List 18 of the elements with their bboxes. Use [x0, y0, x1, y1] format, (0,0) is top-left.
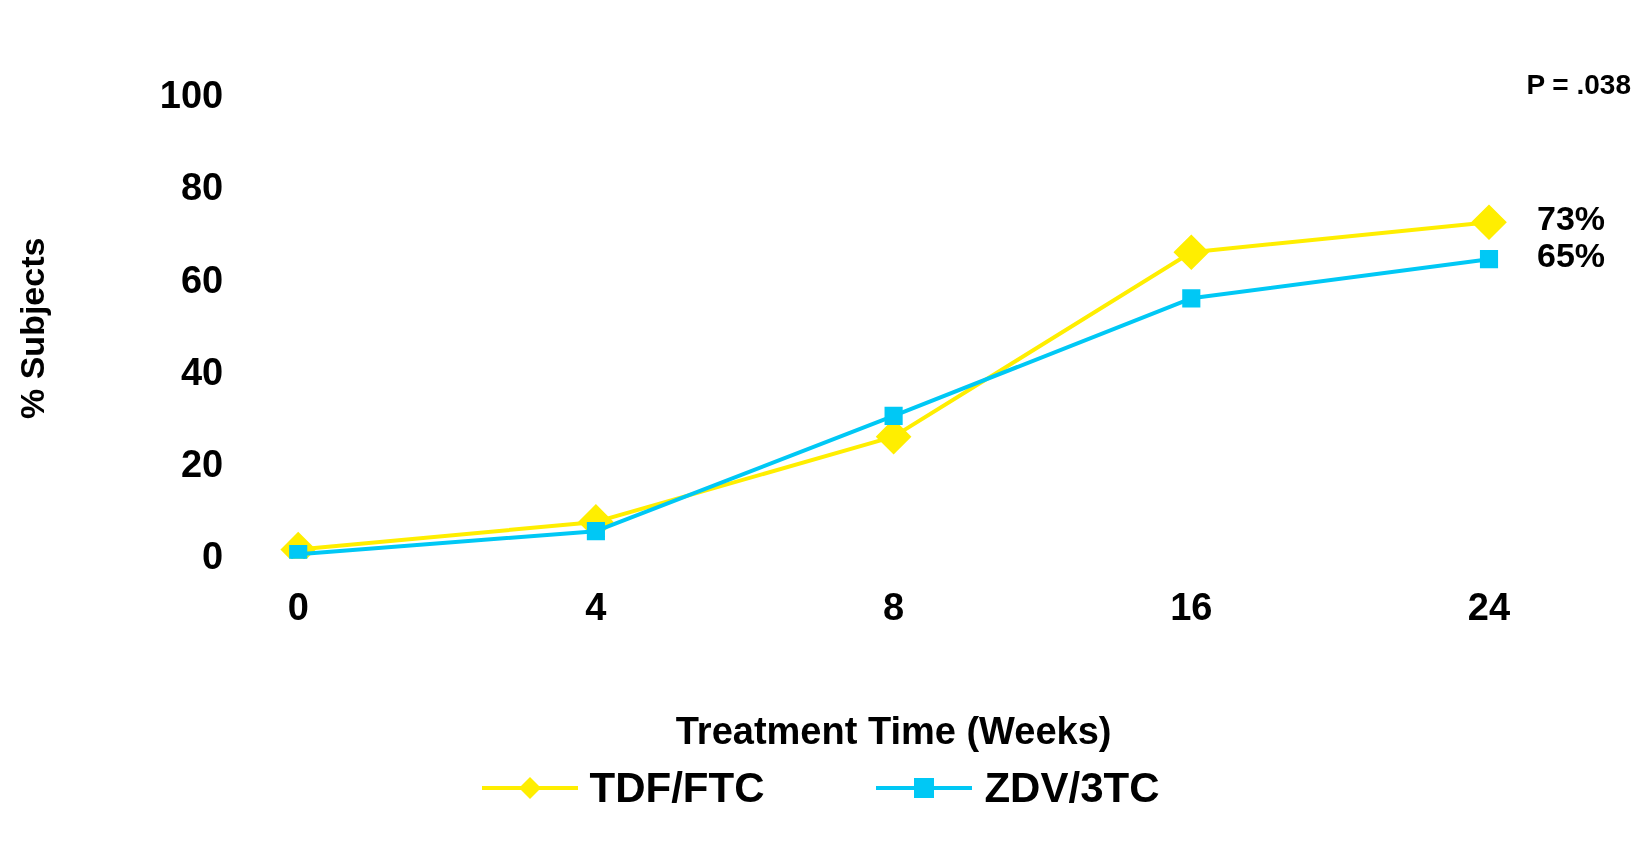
y-tick-label: 60 [180, 258, 224, 301]
x-axis-title: Treatment Time (Weeks) [675, 709, 1112, 752]
x-tick-label: 16 [1170, 586, 1213, 629]
annotation: P = .038 [1526, 68, 1631, 100]
legend-label: TDF/FTC [589, 764, 765, 812]
x-tick-label: 4 [585, 586, 607, 629]
x-tick-label: 0 [287, 586, 309, 629]
legend-label: ZDV/3TC [984, 764, 1160, 812]
x-tick-label: 8 [883, 586, 905, 629]
y-tick-label: 100 [159, 74, 224, 117]
y-tick-label: 0 [202, 535, 224, 578]
x-tick-label: 24 [1467, 586, 1511, 629]
data-label: 73% [1537, 198, 1606, 237]
data-label: 65% [1537, 235, 1606, 274]
y-tick-label: 80 [180, 166, 224, 209]
y-tick-label: 40 [180, 350, 224, 393]
y-tick-label: 20 [180, 443, 224, 486]
y-axis-title: % Subjects [12, 237, 51, 419]
